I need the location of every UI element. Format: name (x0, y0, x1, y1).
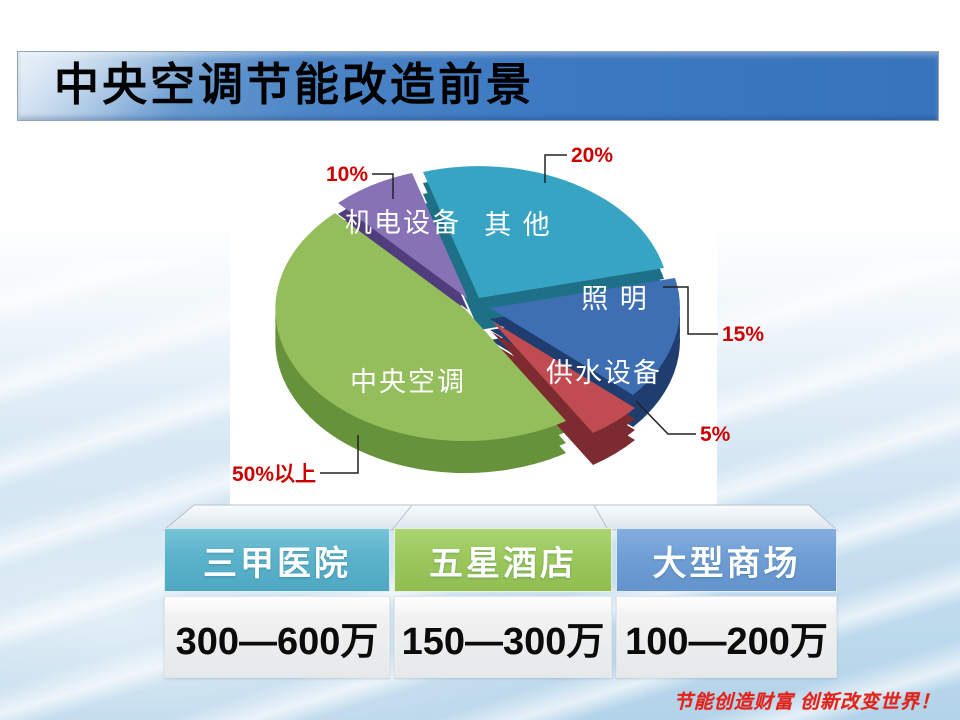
pie-slice-others (423, 166, 664, 298)
table-header-mall: 大型商场 (616, 528, 837, 592)
pct-label-others: 20% (571, 144, 613, 167)
pct-label-equipment: 10% (326, 163, 368, 186)
pie-slice-water-supply (492, 321, 635, 433)
pct-label-water-supply: 5% (700, 423, 731, 446)
market-table: 三甲医院 五星酒店 大型商场 300—600万 150—300万 100—200… (164, 528, 837, 678)
pct-label-lighting: 15% (722, 323, 764, 346)
pie-slice-tops (275, 166, 681, 442)
slice-label-equipment: 机电设备 (345, 208, 461, 238)
table-header-hotel: 五星酒店 (394, 528, 612, 592)
table-3d-top (162, 504, 839, 531)
slice-label-lighting: 照 明 (581, 284, 649, 314)
title-bar: 中央空调节能改造前景 (17, 51, 939, 121)
leader-line-5pct (635, 400, 696, 435)
pie-slice-equipment (338, 173, 468, 299)
pie-slice-lighting (490, 278, 681, 395)
leader-line-20pct (544, 154, 567, 183)
energy-consumption-pie-chart: 机电设备 其 他 照 明 供水设备 中央空调 10% 20% 15% 5% 50… (230, 135, 764, 505)
footer-slogan: 节能创造财富 创新改变世界！ (673, 692, 940, 713)
leader-line-15pct (663, 286, 718, 335)
leader-line-50pct (320, 435, 359, 474)
pie-slice-central-ac (275, 213, 566, 442)
table-value-hotel: 150—300万 (394, 596, 612, 678)
leader-line-10pct (372, 173, 394, 199)
table-header-hospital: 三甲医院 (164, 528, 390, 592)
slice-label-central-ac: 中央空调 (350, 367, 466, 397)
slice-label-water-supply: 供水设备 (546, 358, 662, 388)
page-title: 中央空调节能改造前景 (54, 59, 535, 110)
table-value-mall: 100—200万 (616, 596, 837, 678)
table-value-hospital: 300—600万 (164, 596, 390, 678)
slice-label-others: 其 他 (484, 210, 552, 240)
pct-label-central-ac: 50%以上 (232, 463, 316, 486)
table-top-seams (391, 504, 609, 531)
table-top-face (162, 504, 839, 531)
